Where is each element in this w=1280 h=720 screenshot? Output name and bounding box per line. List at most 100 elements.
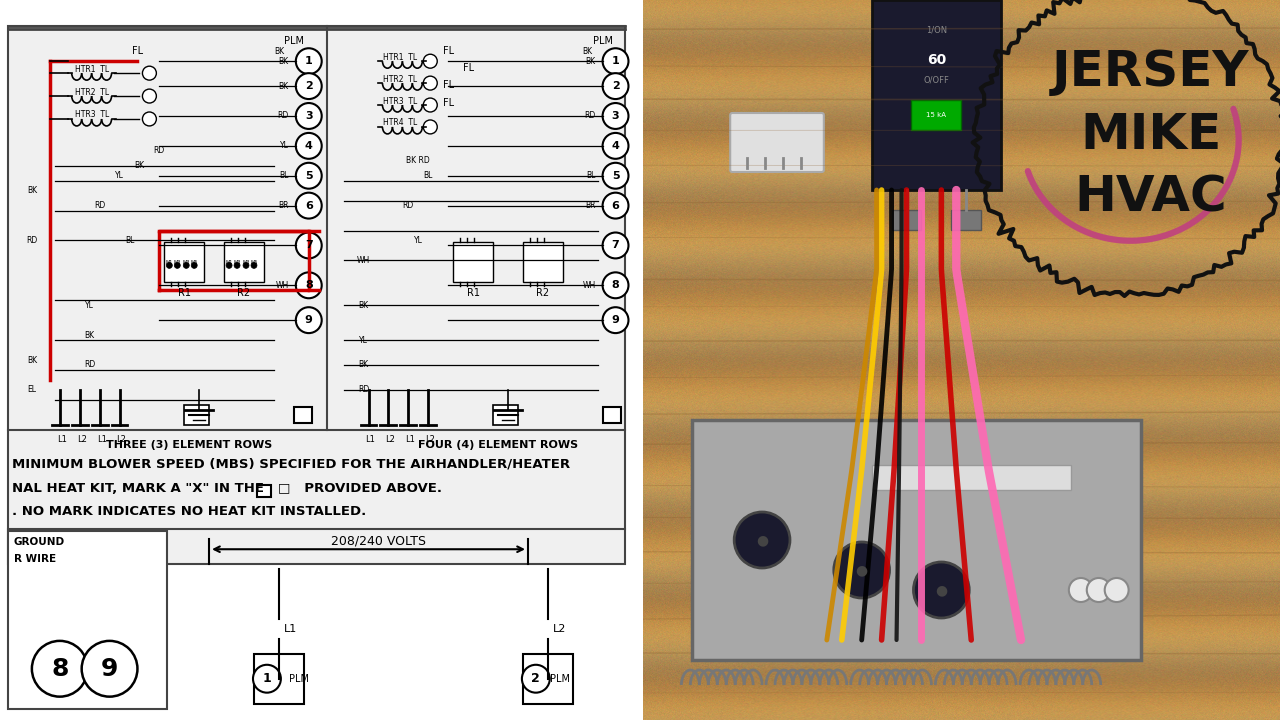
Text: BK: BK [358,301,369,310]
Text: BK: BK [279,57,289,66]
Text: L1: L1 [284,624,297,634]
Text: L2: L2 [553,624,566,634]
Circle shape [424,76,438,90]
FancyBboxPatch shape [294,407,312,423]
Circle shape [142,89,156,103]
Text: RD: RD [403,201,413,210]
Circle shape [142,66,156,80]
Circle shape [603,133,628,159]
Text: M1: M1 [225,260,233,265]
Text: L1: L1 [56,435,67,444]
Text: RD: RD [93,201,105,210]
Circle shape [82,641,137,697]
FancyBboxPatch shape [184,405,209,425]
Circle shape [296,163,321,189]
FancyBboxPatch shape [524,243,563,282]
Circle shape [227,262,232,269]
Circle shape [833,542,890,598]
Circle shape [296,133,321,159]
FancyBboxPatch shape [453,243,493,282]
Text: 60: 60 [927,53,946,67]
Text: BK: BK [27,186,37,195]
FancyBboxPatch shape [224,243,264,282]
FancyBboxPatch shape [951,210,982,230]
FancyBboxPatch shape [8,531,168,708]
Text: BL: BL [124,236,134,245]
Text: 1: 1 [262,672,271,685]
Text: NAL HEAT KIT, MARK A "X" IN THE   □   PROVIDED ABOVE.: NAL HEAT KIT, MARK A "X" IN THE □ PROVID… [12,482,442,495]
Circle shape [603,272,628,298]
Text: HVAC: HVAC [1074,174,1228,222]
Text: M5: M5 [251,260,257,265]
Circle shape [914,562,969,618]
Circle shape [603,103,628,129]
Text: FL: FL [132,46,143,56]
Text: BL: BL [279,171,289,180]
Circle shape [296,48,321,74]
Circle shape [296,272,321,298]
Text: BK: BK [582,48,593,56]
Text: L2: L2 [77,435,87,444]
Text: HTR3  TL: HTR3 TL [384,96,417,106]
Circle shape [603,307,628,333]
Circle shape [243,262,250,269]
Circle shape [296,233,321,258]
Text: L1: L1 [406,435,415,444]
FancyBboxPatch shape [872,0,1001,190]
Circle shape [603,163,628,189]
Text: 5: 5 [305,171,312,181]
Text: R1: R1 [467,288,480,298]
Text: RD: RD [585,112,595,120]
Text: R2: R2 [238,288,251,298]
Text: 8: 8 [612,280,620,290]
Text: 4: 4 [612,141,620,151]
Text: MINIMUM BLOWER SPEED (MBS) SPECIFIED FOR THE AIRHANDLER/HEATER: MINIMUM BLOWER SPEED (MBS) SPECIFIED FOR… [12,458,570,471]
Text: HTR1  TL: HTR1 TL [74,65,109,73]
Circle shape [251,262,257,269]
Text: 1: 1 [612,56,620,66]
Circle shape [296,193,321,219]
Text: YL: YL [115,171,124,180]
Circle shape [522,665,550,693]
Text: BK: BK [585,57,595,66]
Text: HTR1  TL: HTR1 TL [384,53,417,62]
Text: 9: 9 [101,657,118,681]
Text: PLM: PLM [593,36,613,46]
Circle shape [174,262,180,269]
Circle shape [166,262,173,269]
Text: ●: ● [936,583,947,597]
Text: FL: FL [443,46,454,56]
Text: 1: 1 [305,56,312,66]
Text: M3: M3 [233,260,241,265]
Text: L2: L2 [116,435,127,444]
Text: R1: R1 [178,288,191,298]
Circle shape [1087,578,1111,602]
Circle shape [424,120,438,134]
Text: PLM: PLM [284,36,303,46]
Text: 1/ON: 1/ON [925,25,947,35]
Text: BK: BK [279,81,289,91]
Text: BR: BR [278,201,289,210]
Text: ●: ● [756,533,768,547]
Text: 8: 8 [305,280,312,290]
Text: 7: 7 [305,240,312,251]
Text: M3: M3 [183,260,189,265]
Circle shape [1105,578,1129,602]
Text: M3: M3 [242,260,250,265]
Text: EL: EL [27,385,36,395]
Text: BK: BK [134,161,145,170]
Text: 6: 6 [305,201,312,211]
Circle shape [424,98,438,112]
Circle shape [296,307,321,333]
Text: 9: 9 [305,315,312,325]
Circle shape [424,54,438,68]
Text: M3: M3 [174,260,180,265]
Text: BL: BL [424,171,433,180]
Text: L2: L2 [425,435,435,444]
Text: WH: WH [275,281,289,290]
Text: HTR2  TL: HTR2 TL [74,88,109,96]
Text: L1: L1 [366,435,375,444]
Text: RD: RD [278,112,289,120]
Text: 2: 2 [612,81,620,91]
Text: MIKE: MIKE [1080,111,1221,159]
